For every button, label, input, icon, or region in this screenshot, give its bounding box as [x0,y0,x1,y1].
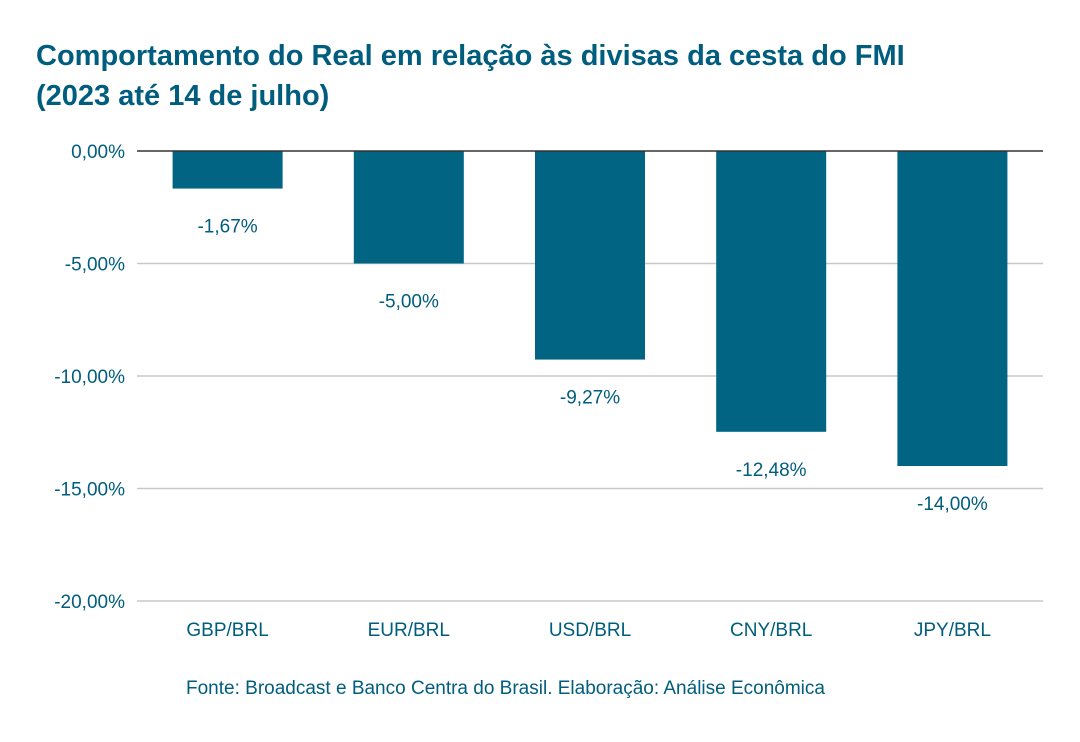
data-label: -9,27% [560,388,620,409]
source-note: Fonte: Broadcast e Banco Centra do Brasi… [186,678,825,699]
data-label: -5,00% [379,292,439,313]
y-tick-label: 0,00% [71,142,125,163]
data-label: -1,67% [197,217,257,238]
bar [897,151,1008,466]
x-tick-label: JPY/BRL [914,620,991,641]
x-tick-label: USD/BRL [549,620,631,641]
x-tick-label: GBP/BRL [186,620,268,641]
y-tick-label: -20,00% [54,592,125,613]
chart-subtitle: (2023 até 14 de julho) [36,80,330,112]
y-tick-label: -5,00% [65,255,125,276]
y-tick-label: -10,00% [54,367,125,388]
data-label: -12,48% [736,460,807,481]
bar [716,151,827,432]
labels: 0,00% -5,00% -10,00% -15,00% -20,00% -1,67% GB… [54,142,991,641]
bar [535,151,645,360]
y-tick-label: -15,00% [54,480,125,501]
x-tick-label: CNY/BRL [730,620,812,641]
bars [172,151,1008,466]
chart-title-line: Comportamento do Real em relação às divi… [36,40,905,72]
bar [172,151,283,189]
chart-title: Comportamento do Real em relação às divi… [36,36,1046,116]
x-tick-label: EUR/BRL [368,620,450,641]
data-label: -14,00% [917,494,988,515]
bar [353,151,464,264]
